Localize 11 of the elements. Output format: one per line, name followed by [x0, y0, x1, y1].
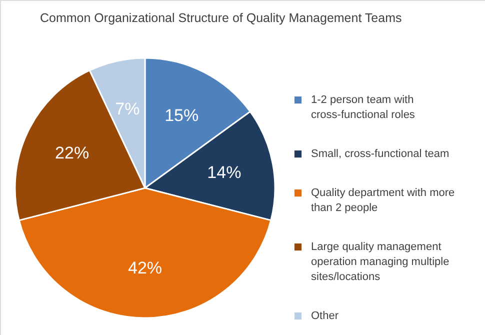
data-label: 7%: [115, 99, 140, 118]
legend-label: Large quality management operation managing multiple sites/locations: [311, 241, 450, 283]
data-label: 14%: [207, 162, 242, 182]
legend-label: Other: [311, 310, 339, 322]
data-label: 22%: [55, 144, 90, 163]
data-label: 42%: [128, 258, 162, 278]
chart-title: Common Organizational Structure of Quality Management Teams: [40, 11, 402, 25]
legend-label: Small, cross-functional team: [311, 148, 450, 160]
data-label: 15%: [164, 106, 199, 126]
legend-label: 1-2 person team with cross-functional roles: [311, 94, 416, 121]
legend-label: Quality department with more than 2 people: [311, 187, 455, 214]
